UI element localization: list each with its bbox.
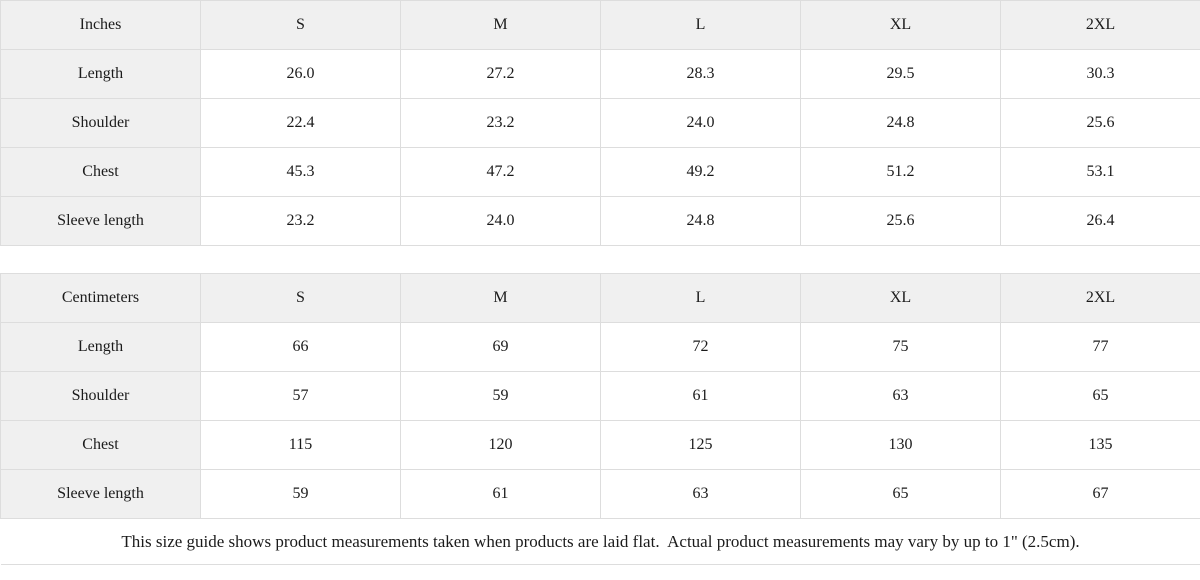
- value-cell: 69: [400, 322, 601, 372]
- value-cell: 75: [800, 322, 1001, 372]
- table-row-inches-chest: Chest 45.3 47.2 49.2 51.2 53.1: [0, 147, 1200, 197]
- footer-row: This size guide shows product measuremen…: [0, 518, 1200, 565]
- size-header-l: L: [600, 273, 801, 323]
- row-label: Shoulder: [0, 371, 201, 421]
- value-cell: 30.3: [1000, 49, 1200, 99]
- table-row-cm-shoulder: Shoulder 57 59 61 63 65: [0, 371, 1200, 421]
- value-cell: 72: [600, 322, 801, 372]
- value-cell: 65: [800, 469, 1001, 519]
- row-label: Shoulder: [0, 98, 201, 148]
- value-cell: 24.0: [600, 98, 801, 148]
- size-header-xl: XL: [800, 273, 1001, 323]
- value-cell: 61: [400, 469, 601, 519]
- value-cell: 130: [800, 420, 1001, 470]
- size-guide-note: This size guide shows product measuremen…: [0, 518, 1200, 565]
- centimeters-header-row: Centimeters S M L XL 2XL: [0, 273, 1200, 323]
- value-cell: 66: [200, 322, 401, 372]
- value-cell: 22.4: [200, 98, 401, 148]
- value-cell: 61: [600, 371, 801, 421]
- value-cell: 23.2: [400, 98, 601, 148]
- table-row-cm-chest: Chest 115 120 125 130 135: [0, 420, 1200, 470]
- size-header-m: M: [400, 273, 601, 323]
- table-row-inches-length: Length 26.0 27.2 28.3 29.5 30.3: [0, 49, 1200, 99]
- value-cell: 51.2: [800, 147, 1001, 197]
- size-header-2xl: 2XL: [1000, 273, 1200, 323]
- value-cell: 59: [400, 371, 601, 421]
- size-header-s: S: [200, 273, 401, 323]
- value-cell: 57: [200, 371, 401, 421]
- spacer-cell: [0, 245, 1200, 274]
- value-cell: 26.0: [200, 49, 401, 99]
- table-row-cm-length: Length 66 69 72 75 77: [0, 322, 1200, 372]
- value-cell: 53.1: [1000, 147, 1200, 197]
- value-cell: 115: [200, 420, 401, 470]
- value-cell: 28.3: [600, 49, 801, 99]
- value-cell: 135: [1000, 420, 1200, 470]
- value-cell: 125: [600, 420, 801, 470]
- value-cell: 29.5: [800, 49, 1001, 99]
- value-cell: 65: [1000, 371, 1200, 421]
- value-cell: 23.2: [200, 196, 401, 246]
- table-row-inches-sleeve-length: Sleeve length 23.2 24.0 24.8 25.6 26.4: [0, 196, 1200, 246]
- value-cell: 45.3: [200, 147, 401, 197]
- value-cell: 24.8: [800, 98, 1001, 148]
- value-cell: 49.2: [600, 147, 801, 197]
- value-cell: 27.2: [400, 49, 601, 99]
- unit-header-centimeters: Centimeters: [0, 273, 201, 323]
- row-label: Sleeve length: [0, 469, 201, 519]
- size-header-xl: XL: [800, 0, 1001, 50]
- value-cell: 25.6: [1000, 98, 1200, 148]
- table-row-cm-sleeve-length: Sleeve length 59 61 63 65 67: [0, 469, 1200, 519]
- value-cell: 25.6: [800, 196, 1001, 246]
- value-cell: 77: [1000, 322, 1200, 372]
- size-header-l: L: [600, 0, 801, 50]
- size-guide-table: Inches S M L XL 2XL Length 26.0 27.2 28.…: [0, 0, 1200, 565]
- inches-header-row: Inches S M L XL 2XL: [0, 0, 1200, 50]
- value-cell: 47.2: [400, 147, 601, 197]
- unit-header-inches: Inches: [0, 0, 201, 50]
- row-label: Sleeve length: [0, 196, 201, 246]
- value-cell: 63: [800, 371, 1001, 421]
- row-label: Length: [0, 49, 201, 99]
- value-cell: 24.0: [400, 196, 601, 246]
- value-cell: 59: [200, 469, 401, 519]
- size-header-s: S: [200, 0, 401, 50]
- size-header-2xl: 2XL: [1000, 0, 1200, 50]
- row-label: Length: [0, 322, 201, 372]
- value-cell: 26.4: [1000, 196, 1200, 246]
- value-cell: 67: [1000, 469, 1200, 519]
- value-cell: 24.8: [600, 196, 801, 246]
- spacer-row: [0, 245, 1200, 274]
- value-cell: 63: [600, 469, 801, 519]
- row-label: Chest: [0, 420, 201, 470]
- row-label: Chest: [0, 147, 201, 197]
- value-cell: 120: [400, 420, 601, 470]
- table-row-inches-shoulder: Shoulder 22.4 23.2 24.0 24.8 25.6: [0, 98, 1200, 148]
- size-header-m: M: [400, 0, 601, 50]
